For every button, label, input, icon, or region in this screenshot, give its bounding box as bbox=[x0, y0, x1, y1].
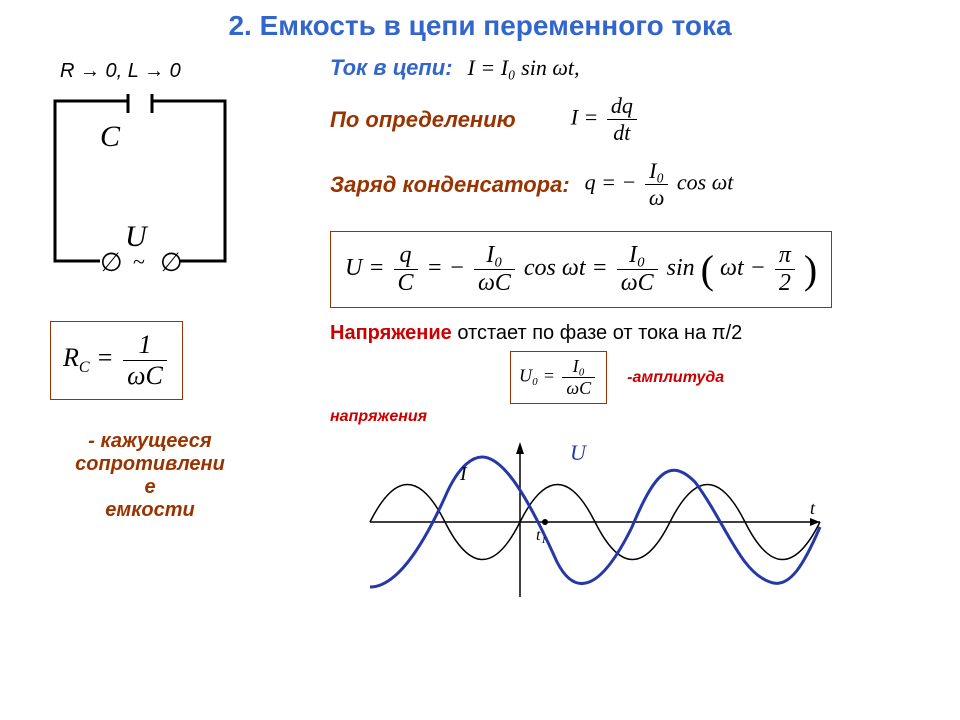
vf-f1d: C bbox=[394, 270, 418, 297]
amp-den: ωC bbox=[562, 378, 595, 399]
charge-num: I₀ bbox=[645, 158, 669, 185]
vf-f3n: I₀ bbox=[617, 242, 658, 270]
current-label: Ток в цепи: bbox=[330, 55, 453, 81]
vf-U: U = bbox=[345, 255, 385, 281]
svg-text:U: U bbox=[570, 440, 588, 465]
by-def-label: По определению bbox=[330, 107, 516, 133]
rc-num: 1 bbox=[123, 330, 167, 361]
phase-text: Напряжение отстает по фазе от тока на π/… bbox=[330, 322, 930, 345]
vf-argd: 2 bbox=[775, 270, 795, 297]
charge-after: cos ωt bbox=[677, 170, 733, 195]
svg-text:C: C bbox=[100, 120, 121, 153]
left-column: R → 0, L → 0 C U ∅ ~ ∅ RC = 1 ωC - кажущ… bbox=[30, 60, 310, 522]
rc-formula-box: RC = 1 ωC bbox=[50, 321, 183, 400]
circuit-diagram: C U ∅ ~ ∅ bbox=[30, 91, 250, 291]
waveform-graph: U I t t₁ bbox=[330, 432, 830, 612]
rc-lhs: RC = bbox=[63, 343, 120, 372]
svg-text:t₁: t₁ bbox=[536, 527, 546, 544]
right-column: Ток в цепи: I = I₀ sin ωt, По определени… bbox=[330, 55, 930, 617]
current-formula: I = I₀ sin ωt, bbox=[468, 55, 580, 81]
rc-den: ωC bbox=[123, 361, 167, 391]
svg-text:∅: ∅ bbox=[160, 248, 183, 277]
vf-f2d: ωC bbox=[474, 270, 515, 297]
charge-formula: q = − I₀ ω cos ωt bbox=[585, 158, 734, 211]
bydef-lhs: I = bbox=[571, 105, 599, 130]
phase-rest: отстает по фазе от тока на π/2 bbox=[452, 322, 742, 344]
vf-eq1: = − bbox=[427, 255, 465, 281]
voltage-formula-box: U = q C = − I₀ ωC cos ωt = I₀ ωC sin ( ω… bbox=[330, 231, 832, 308]
svg-text:t: t bbox=[810, 498, 816, 518]
svg-text:~: ~ bbox=[133, 249, 145, 274]
page-title: 2. Емкость в цепи переменного тока bbox=[20, 10, 940, 42]
vf-mid1: cos ωt = bbox=[524, 255, 608, 281]
voltage-word: напряжения bbox=[330, 408, 930, 426]
vf-arg1: ωt − bbox=[720, 255, 766, 281]
amplitude-formula-box: U₀ = I₀ ωC bbox=[510, 351, 607, 404]
charge-lhs: q = − bbox=[585, 170, 637, 195]
phase-word: Напряжение bbox=[330, 322, 452, 344]
by-def-formula: I = dq dt bbox=[571, 93, 640, 146]
bydef-den: dt bbox=[607, 120, 637, 146]
amplitude-label: -амплитуда bbox=[627, 369, 724, 387]
vf-f2n: I₀ bbox=[474, 242, 515, 270]
conditions-text: R → 0, L → 0 bbox=[60, 60, 310, 83]
amp-num: I₀ bbox=[562, 356, 595, 378]
vf-f3d: ωC bbox=[617, 270, 658, 297]
amp-lhs: U₀ = bbox=[519, 366, 555, 386]
apparent-resistance-label: - кажущеесясопротивлениеемкости bbox=[30, 430, 270, 522]
svg-text:∅: ∅ bbox=[100, 248, 123, 277]
bydef-num: dq bbox=[607, 93, 637, 120]
vf-sin: sin bbox=[667, 255, 695, 281]
charge-den: ω bbox=[645, 185, 669, 211]
vf-f1n: q bbox=[394, 242, 418, 270]
vf-argn: π bbox=[775, 242, 795, 270]
svg-text:I: I bbox=[459, 463, 468, 485]
charge-label: Заряд конденсатора: bbox=[330, 172, 570, 198]
